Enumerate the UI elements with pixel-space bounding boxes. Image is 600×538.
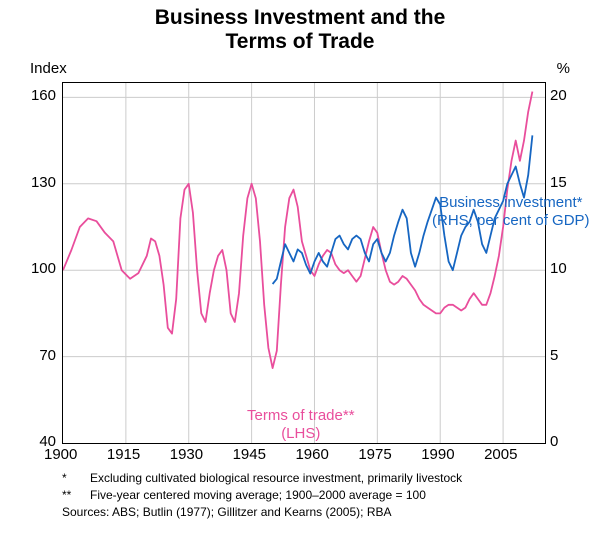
sources-label: Sources: xyxy=(62,505,109,519)
x-tick: 1960 xyxy=(295,446,328,463)
title-line2: Terms of Trade xyxy=(226,30,375,53)
x-tick: 1930 xyxy=(170,446,203,463)
plot-area xyxy=(62,82,546,444)
right-tick: 5 xyxy=(550,347,558,364)
x-tick: 1975 xyxy=(358,446,391,463)
title-line1: Business Investment and the xyxy=(155,6,446,29)
footnote-1: *Excluding cultivated biological resourc… xyxy=(62,470,562,487)
right-tick: 10 xyxy=(550,260,567,277)
plot-svg xyxy=(63,83,545,443)
sources: Sources: ABS; Butlin (1977); Gillitzer a… xyxy=(62,504,562,521)
right-tick: 15 xyxy=(550,174,567,191)
left-tick: 70 xyxy=(39,347,56,364)
chart-container: Business Investment and the Terms of Tra… xyxy=(0,0,600,538)
x-tick: 1900 xyxy=(44,446,77,463)
terms-of-trade-label: Terms of trade**(LHS) xyxy=(247,407,355,443)
left-axis-label: Index xyxy=(30,60,67,77)
right-tick: 0 xyxy=(550,433,558,450)
x-tick: 2005 xyxy=(484,446,517,463)
sources-text: ABS; Butlin (1977); Gillitzer and Kearns… xyxy=(112,505,391,519)
x-tick: 1990 xyxy=(421,446,454,463)
left-tick: 100 xyxy=(31,260,56,277)
footnote-1-symbol: * xyxy=(62,470,90,487)
footnote-2-symbol: ** xyxy=(62,487,90,504)
left-tick: 160 xyxy=(31,87,56,104)
footnote-2: **Five-year centered moving average; 190… xyxy=(62,487,562,504)
chart-title: Business Investment and the Terms of Tra… xyxy=(0,6,600,54)
right-tick: 20 xyxy=(550,87,567,104)
x-tick: 1915 xyxy=(107,446,140,463)
left-tick: 130 xyxy=(31,174,56,191)
right-axis-label: % xyxy=(557,60,570,77)
x-tick: 1945 xyxy=(233,446,266,463)
footnote-1-text: Excluding cultivated biological resource… xyxy=(90,471,462,485)
footnote-2-text: Five-year centered moving average; 1900–… xyxy=(90,488,426,502)
footnotes: *Excluding cultivated biological resourc… xyxy=(62,470,562,520)
business-investment-label: Business investment*(RHS; per cent of GD… xyxy=(432,194,590,230)
